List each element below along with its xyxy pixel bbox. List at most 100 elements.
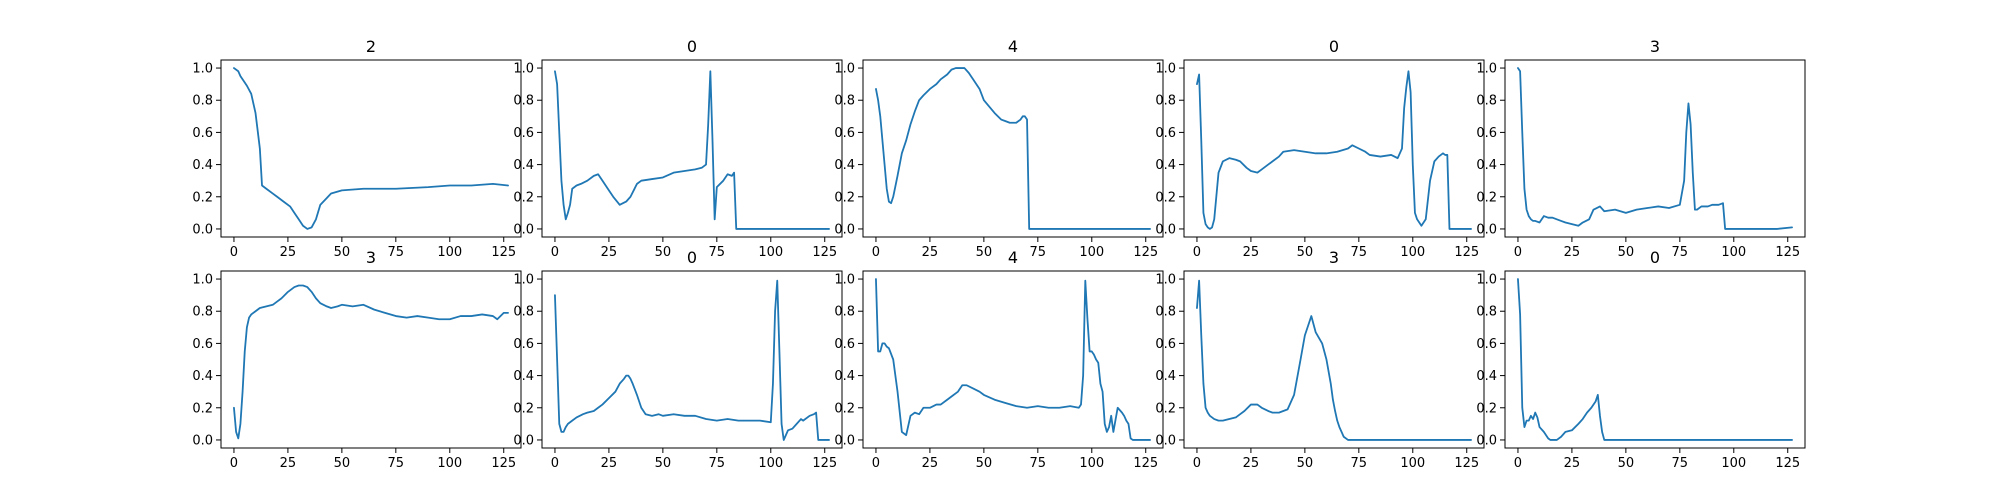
y-tick-label: 0.8 xyxy=(1476,94,1497,109)
y-tick-label: 0.0 xyxy=(513,222,534,237)
x-tick-label: 0 xyxy=(872,456,880,471)
x-tick-label: 125 xyxy=(1454,245,1479,260)
x-tick-label: 0 xyxy=(230,456,238,471)
data-line xyxy=(875,67,1151,230)
data-line xyxy=(554,279,830,441)
data-line xyxy=(1517,67,1793,230)
x-tick-label: 25 xyxy=(922,456,939,471)
y-tick-label: 0.8 xyxy=(1476,305,1497,320)
data-line xyxy=(875,278,1151,441)
y-tick-label: 0.2 xyxy=(192,190,213,205)
y-tick-label: 1.0 xyxy=(1155,62,1176,77)
y-tick-label: 0.4 xyxy=(1155,369,1176,384)
y-tick-label: 0.8 xyxy=(192,305,213,320)
x-tick-label: 125 xyxy=(1775,245,1800,260)
x-tick-label: 125 xyxy=(491,456,516,471)
x-tick-label: 0 xyxy=(1193,456,1201,471)
y-tick-label: 0.6 xyxy=(192,337,213,352)
x-tick-label: 25 xyxy=(922,245,939,260)
x-tick-label: 100 xyxy=(437,456,462,471)
y-tick-label: 0.6 xyxy=(834,126,855,141)
subplot-title: 3 xyxy=(1329,248,1339,267)
x-tick-label: 25 xyxy=(1243,456,1260,471)
y-tick-label: 0.8 xyxy=(834,94,855,109)
x-tick-label: 125 xyxy=(491,245,516,260)
y-tick-label: 0.6 xyxy=(1476,126,1497,141)
axes-frame xyxy=(220,270,522,449)
x-tick-label: 0 xyxy=(551,245,559,260)
axes-frame xyxy=(1183,270,1485,449)
y-tick-label: 1.0 xyxy=(834,273,855,288)
x-tick-label: 75 xyxy=(1030,456,1047,471)
y-tick-label: 0.4 xyxy=(1476,369,1497,384)
x-tick-label: 75 xyxy=(1351,245,1368,260)
x-tick-label: 100 xyxy=(1079,245,1104,260)
data-line xyxy=(1517,278,1793,441)
x-tick-label: 50 xyxy=(1618,245,1635,260)
y-tick-label: 0.8 xyxy=(834,305,855,320)
x-tick-label: 100 xyxy=(1721,245,1746,260)
subplot-title: 3 xyxy=(1650,37,1660,56)
y-tick-label: 0.4 xyxy=(513,158,534,173)
data-line xyxy=(1196,279,1472,441)
y-tick-label: 0.2 xyxy=(513,190,534,205)
y-tick-label: 0.6 xyxy=(1155,126,1176,141)
x-tick-label: 0 xyxy=(1514,245,1522,260)
axes-frame xyxy=(220,59,522,238)
x-tick-label: 75 xyxy=(388,456,405,471)
y-tick-label: 0.8 xyxy=(1155,305,1176,320)
subplot-3: 4 0 25 50 75 100 125 0.0 0.2 0.4 0.6 0.8 1.0 xyxy=(834,37,1164,260)
y-tick-label: 1.0 xyxy=(513,62,534,77)
x-tick-label: 125 xyxy=(1454,456,1479,471)
y-tick-label: 0.4 xyxy=(1155,158,1176,173)
y-tick-label: 1.0 xyxy=(834,62,855,77)
y-tick-label: 0.0 xyxy=(834,222,855,237)
x-tick-label: 25 xyxy=(1243,245,1260,260)
y-tick-label: 0.0 xyxy=(834,433,855,448)
subplot-6: 3 0 25 50 75 100 125 0.0 0.2 0.4 0.6 0.8 1.0 xyxy=(192,248,522,471)
x-tick-label: 75 xyxy=(709,456,726,471)
y-tick-label: 0.2 xyxy=(1476,190,1497,205)
x-tick-label: 50 xyxy=(976,456,993,471)
x-tick-label: 125 xyxy=(1775,456,1800,471)
subplot-8: 4 0 25 50 75 100 125 0.0 0.2 0.4 0.6 0.8 1.0 xyxy=(834,248,1164,471)
data-line xyxy=(1196,70,1472,230)
y-tick-label: 1.0 xyxy=(1476,273,1497,288)
x-tick-label: 50 xyxy=(655,245,672,260)
subplot-10: 0 0 25 50 75 100 125 0.0 0.2 0.4 0.6 0.8 1.0 xyxy=(1476,248,1806,471)
y-tick-label: 0.4 xyxy=(513,369,534,384)
subplot-title: 0 xyxy=(1650,248,1660,267)
y-tick-label: 0.6 xyxy=(834,337,855,352)
axes-frame xyxy=(862,59,1164,238)
y-tick-label: 0.2 xyxy=(1155,401,1176,416)
x-tick-label: 0 xyxy=(872,245,880,260)
x-tick-label: 125 xyxy=(812,456,837,471)
x-tick-label: 25 xyxy=(1564,456,1581,471)
x-tick-label: 25 xyxy=(280,456,297,471)
subplot-title: 0 xyxy=(687,248,697,267)
y-tick-label: 0.0 xyxy=(1476,433,1497,448)
data-line xyxy=(233,67,509,230)
subplot-title: 3 xyxy=(366,248,376,267)
y-tick-label: 1.0 xyxy=(192,62,213,77)
y-tick-label: 0.6 xyxy=(1476,337,1497,352)
x-tick-label: 75 xyxy=(388,245,405,260)
x-tick-label: 50 xyxy=(655,456,672,471)
y-tick-label: 0.2 xyxy=(834,401,855,416)
y-tick-label: 0.4 xyxy=(1476,158,1497,173)
y-tick-label: 0.0 xyxy=(1155,433,1176,448)
x-tick-label: 100 xyxy=(1400,245,1425,260)
subplot-title: 4 xyxy=(1008,248,1018,267)
y-tick-label: 0.8 xyxy=(513,94,534,109)
y-tick-label: 0.6 xyxy=(513,337,534,352)
x-tick-label: 50 xyxy=(1618,456,1635,471)
x-tick-label: 125 xyxy=(1133,245,1158,260)
x-tick-label: 25 xyxy=(280,245,297,260)
y-tick-label: 0.4 xyxy=(834,158,855,173)
data-line xyxy=(554,70,830,230)
subplot-title: 4 xyxy=(1008,37,1018,56)
y-tick-label: 1.0 xyxy=(1476,62,1497,77)
y-tick-label: 0.8 xyxy=(192,94,213,109)
x-tick-label: 50 xyxy=(1297,245,1314,260)
x-tick-label: 100 xyxy=(758,245,783,260)
